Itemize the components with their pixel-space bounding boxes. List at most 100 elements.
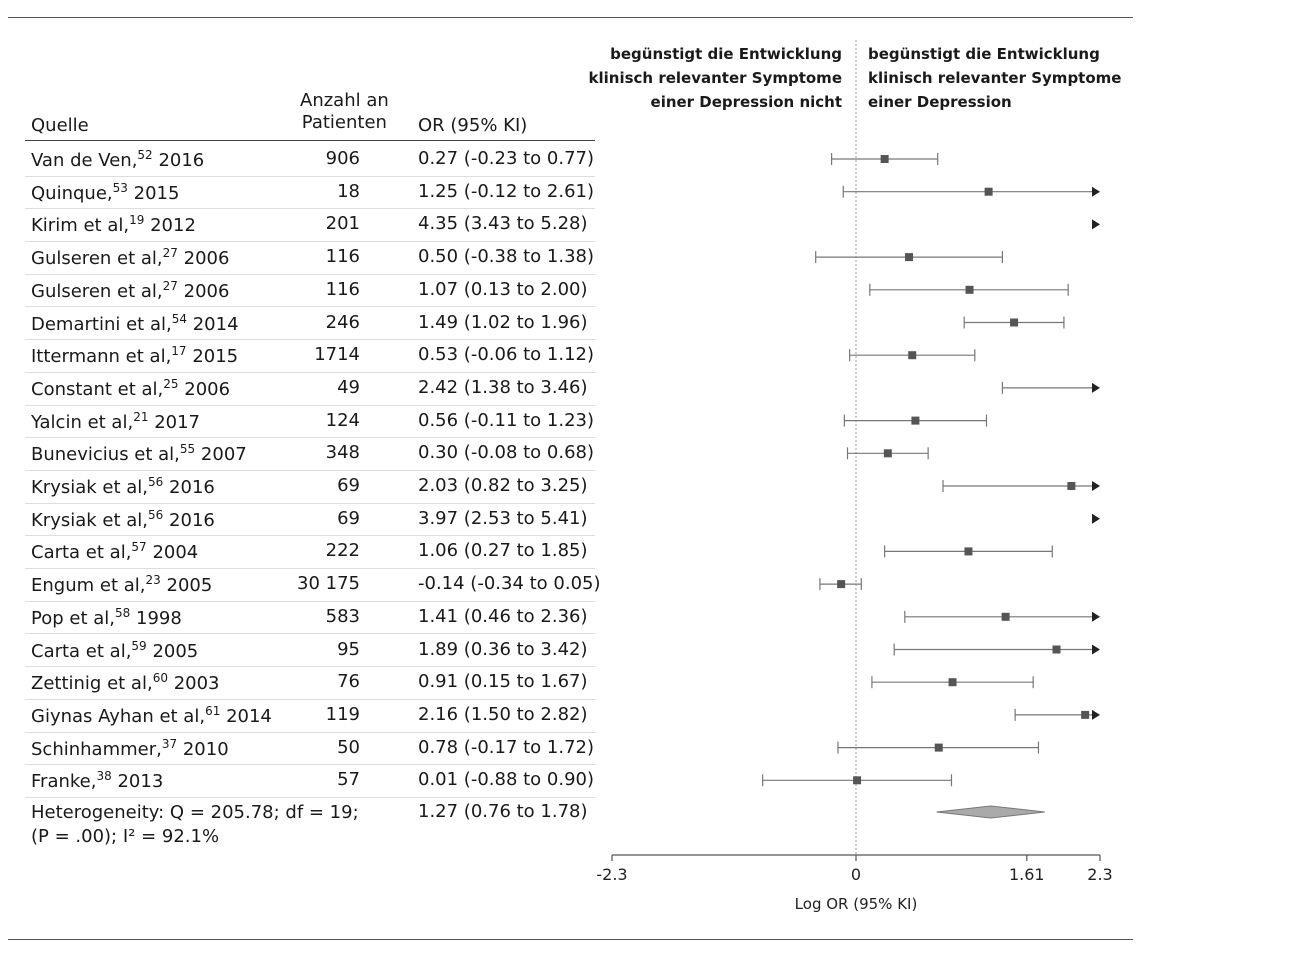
study-reference: 25: [163, 376, 179, 391]
study-source: Schinhammer,37 2010: [31, 737, 229, 760]
table-row: Franke,38 2013 57 0.01 (-0.88 to 0.90): [25, 764, 595, 798]
study-source: Quinque,53 2015: [31, 181, 179, 204]
table-row: Zettinig et al,60 2003 76 0.91 (0.15 to 1.…: [25, 666, 595, 700]
table-row: Ittermann et al,17 2015 1714 0.53 (-0.06 t…: [25, 339, 595, 373]
patient-count: 1714: [314, 344, 360, 366]
table-row: Schinhammer,37 2010 50 0.78 (-0.17 to 1.72…: [25, 732, 595, 766]
pooled-or-text: 1.27 (0.76 to 1.78): [418, 801, 588, 822]
study-name: Carta et al,: [31, 542, 132, 564]
study-source: Constant et al,25 2006: [31, 377, 230, 400]
study-source: Krysiak et al,56 2016: [31, 508, 215, 531]
odds-ratio: 2.42 (1.38 to 3.46): [418, 376, 588, 398]
x-tick-label: -2.3: [596, 865, 627, 884]
odds-ratio: 0.01 (-0.88 to 0.90): [418, 769, 595, 791]
patient-count: 76: [337, 671, 360, 693]
odds-ratio: 1.25 (-0.12 to 2.61): [418, 180, 595, 202]
study-source: Zettinig et al,60 2003: [31, 671, 220, 694]
study-source: Carta et al,57 2004: [31, 540, 198, 563]
study-source: Demartini et al,54 2014: [31, 312, 239, 335]
study-year: 2016: [158, 150, 205, 171]
study-reference: 21: [133, 409, 149, 424]
study-source: Engum et al,23 2005: [31, 573, 212, 596]
study-source: Yalcin et al,21 2017: [31, 410, 200, 433]
odds-ratio: 1.89 (0.36 to 3.42): [418, 638, 588, 660]
table-row: Bunevicius et al,55 2007 348 0.30 (-0.08 t…: [25, 437, 595, 471]
study-reference: 60: [152, 671, 168, 686]
effect-marker: [1001, 612, 1010, 621]
study-name: Van de Ven,: [31, 150, 138, 171]
heterogeneity-line1: Heterogeneity: Q = 205.78; df = 19;: [31, 802, 359, 823]
ci-arrow: [1092, 382, 1100, 393]
study-reference: 56: [148, 475, 164, 489]
study-name: Gulseren et al,: [31, 280, 163, 302]
direction-label-right-line3: einer Depression: [868, 93, 1012, 111]
x-tick-label: 2.3: [1087, 865, 1112, 884]
study-year: 2013: [117, 771, 164, 793]
table-row: Carta et al,57 2004 222 1.06 (0.27 to 1.85…: [25, 535, 595, 570]
table-row: Krysiak et al,56 2016 69 2.03 (0.82 to 3.2…: [25, 470, 595, 504]
study-name: Franke,: [31, 771, 97, 793]
table-row: Yalcin et al,21 2017 124 0.56 (-0.11 to 1.…: [25, 405, 595, 439]
direction-label-left: begünstigt die Entwicklung klinisch rele…: [589, 42, 842, 114]
study-name: Zettinig et al,: [31, 673, 153, 695]
odds-ratio: 4.35 (3.43 to 5.28): [418, 213, 588, 235]
patient-count: 18: [337, 180, 360, 202]
odds-ratio: 0.53 (-0.06 to 1.12): [418, 344, 595, 366]
effect-marker: [837, 580, 846, 589]
odds-ratio: 0.78 (-0.17 to 1.72): [418, 736, 595, 758]
study-source: Gulseren et al,27 2006: [31, 246, 229, 269]
odds-ratio: 3.97 (2.53 to 5.41): [418, 507, 588, 529]
study-year: 2006: [183, 248, 230, 270]
effect-marker: [905, 253, 914, 262]
odds-ratio: 0.27 (-0.23 to 0.77): [418, 148, 595, 169]
patient-count: 124: [325, 409, 360, 431]
direction-label-right-line2: klinisch relevanter Symptome: [868, 69, 1122, 87]
study-reference: 38: [96, 769, 112, 784]
odds-ratio: 0.91 (0.15 to 1.67): [418, 671, 588, 693]
study-source: Giynas Ayhan et al,61 2014: [31, 704, 272, 727]
table-row: Carta et al,59 2005 95 1.89 (0.36 to 3.42): [25, 634, 595, 668]
patient-count: 116: [325, 246, 360, 268]
bottom-rule: [8, 939, 1133, 940]
direction-label-left-line3: einer Depression nicht: [650, 93, 842, 111]
study-year: 2015: [133, 182, 180, 204]
study-source: Krysiak et al,56 2016: [31, 475, 215, 498]
study-name: Engum et al,: [31, 575, 146, 597]
study-year: 2006: [184, 378, 231, 400]
study-reference: 27: [162, 278, 178, 293]
study-year: 2007: [200, 444, 247, 466]
study-source: Pop et al,58 1998: [31, 606, 182, 629]
patient-count: 222: [325, 540, 360, 562]
effect-marker: [853, 776, 862, 785]
ci-arrow: [1092, 481, 1100, 491]
table-row: Gulseren et al,27 2006 116 0.50 (-0.38 to …: [25, 241, 595, 275]
patient-count: 119: [325, 703, 360, 725]
table-row: Kirim et al,19 2012 201 4.35 (3.43 to 5.28…: [25, 208, 595, 243]
patient-count: 69: [337, 507, 360, 529]
odds-ratio: 0.50 (-0.38 to 1.38): [418, 246, 595, 268]
patient-count: 906: [325, 148, 360, 169]
direction-label-right: begünstigt die Entwicklung klinisch rele…: [868, 42, 1121, 114]
table-row: Pop et al,58 1998 583 1.41 (0.46 to 2.36): [25, 601, 595, 635]
effect-marker: [964, 547, 973, 556]
study-name: Pop et al,: [31, 607, 115, 629]
odds-ratio: 2.16 (1.50 to 2.82): [418, 703, 588, 725]
study-year: 2015: [192, 346, 239, 368]
study-reference: 61: [205, 703, 221, 718]
study-year: 1998: [136, 607, 182, 629]
odds-ratio: 1.49 (1.02 to 1.96): [418, 311, 588, 333]
direction-label-right-line1: begünstigt die Entwicklung: [868, 45, 1100, 63]
odds-ratio: 2.03 (0.82 to 3.25): [418, 475, 588, 496]
ci-arrow: [1092, 611, 1100, 622]
study-reference: 56: [148, 507, 164, 522]
study-source: Carta et al,59 2005: [31, 639, 198, 662]
study-name: Demartini et al,: [31, 313, 172, 335]
study-name: Bunevicius et al,: [31, 444, 180, 466]
study-year: 2016: [169, 509, 215, 531]
patient-count: 30 175: [297, 573, 360, 595]
study-name: Constant et al,: [31, 378, 164, 400]
x-tick-label: 1.61: [1009, 865, 1045, 884]
patient-count: 57: [337, 769, 360, 791]
header-rule: [25, 140, 595, 141]
effect-marker: [911, 416, 920, 425]
